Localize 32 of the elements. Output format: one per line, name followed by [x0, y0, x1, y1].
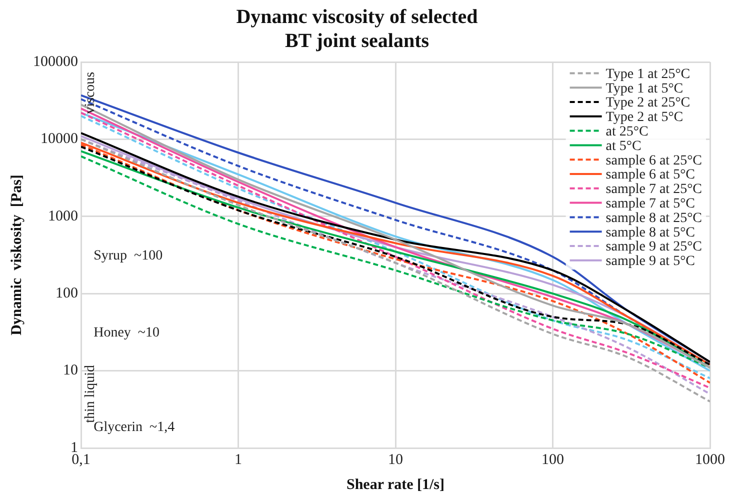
x-tick-label: 100 — [542, 452, 564, 468]
x-tick-label: 0,1 — [72, 452, 90, 468]
x-tick-label: 10 — [388, 452, 403, 468]
legend-label: sample 8 at 25°C — [606, 210, 702, 226]
legend-label: sample 9 at 25°C — [606, 240, 702, 255]
legend-label: sample 6 at 5°C — [606, 168, 696, 183]
y-tick-label: 100000 — [33, 54, 78, 70]
y-tick-label: 10000 — [40, 131, 78, 148]
x-tick-label: 1 — [234, 452, 242, 468]
legend-label: at 5°C — [606, 138, 642, 154]
annotation: Syrup ~100 — [94, 248, 163, 264]
legend-label: Type 1 at 25°C — [606, 66, 690, 82]
y-tick-label: 10 — [63, 362, 78, 379]
y-tick-label: 1000 — [48, 208, 78, 224]
legend-label: sample 6 at 25°C — [606, 153, 702, 168]
legend-label: sample 8 at 5°C — [606, 225, 696, 240]
legend-label: Type 1 at 5°C — [606, 81, 684, 96]
legend-label: Type 2 at 5°C — [606, 110, 684, 126]
legend-label: sample 7 at 25°C — [606, 182, 702, 198]
annotation: Glycerin ~1,4 — [94, 420, 175, 436]
legend-label: Type 2 at 25°C — [606, 96, 690, 111]
annotation: viscous — [83, 72, 98, 114]
y-axis-title: Dynamic viskosity [Pas] — [8, 174, 25, 336]
annotation: Honey ~10 — [94, 326, 160, 341]
legend-label: sample 9 at 5°C — [606, 254, 696, 270]
x-tick-label: 1000 — [695, 452, 725, 468]
x-axis-title: Shear rate [1/s] — [346, 476, 445, 493]
annotation: thin liquid — [83, 364, 98, 423]
chart-title: Dynamc viscosity of selected BT joint sealants — [236, 6, 478, 52]
y-tick-label: 100 — [56, 286, 78, 302]
legend-label: at 25°C — [606, 124, 648, 140]
legend-label: sample 7 at 5°C — [606, 196, 696, 212]
